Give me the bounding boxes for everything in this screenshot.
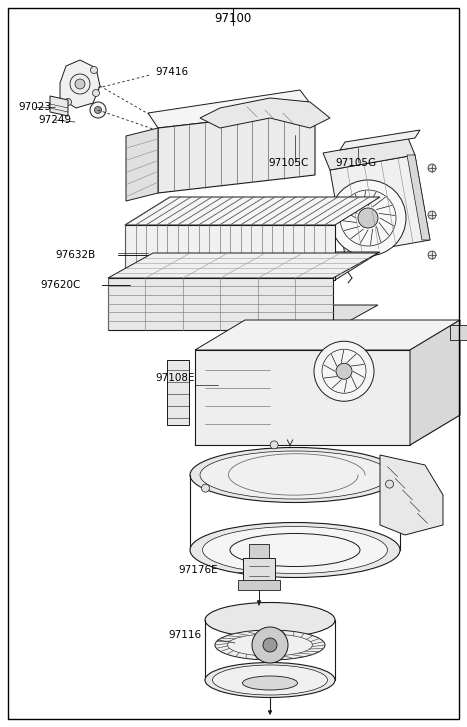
Polygon shape — [195, 320, 460, 350]
Polygon shape — [50, 96, 68, 116]
Circle shape — [75, 79, 85, 89]
Polygon shape — [167, 360, 189, 425]
Ellipse shape — [242, 676, 297, 690]
Text: 97632B: 97632B — [55, 250, 95, 260]
Circle shape — [201, 484, 210, 492]
Polygon shape — [195, 415, 460, 445]
Text: 97176E: 97176E — [178, 565, 218, 575]
Polygon shape — [108, 278, 333, 330]
Ellipse shape — [200, 451, 390, 499]
Ellipse shape — [203, 526, 388, 574]
Circle shape — [386, 480, 394, 488]
Ellipse shape — [190, 448, 400, 502]
Polygon shape — [195, 350, 410, 445]
Ellipse shape — [190, 523, 400, 577]
Polygon shape — [60, 60, 100, 108]
Text: 97108E: 97108E — [155, 373, 194, 383]
Ellipse shape — [212, 665, 327, 695]
Text: 97416: 97416 — [155, 67, 188, 77]
Ellipse shape — [215, 630, 325, 660]
Polygon shape — [200, 98, 330, 128]
Circle shape — [270, 441, 278, 449]
Ellipse shape — [205, 603, 335, 638]
Circle shape — [428, 251, 436, 259]
Polygon shape — [148, 90, 315, 128]
Polygon shape — [125, 197, 380, 225]
Polygon shape — [407, 155, 430, 240]
Text: 97105C: 97105C — [268, 158, 308, 168]
Polygon shape — [380, 455, 443, 535]
Text: 97116: 97116 — [168, 630, 201, 640]
Circle shape — [358, 208, 378, 228]
Circle shape — [92, 89, 99, 97]
Text: 97620C: 97620C — [40, 280, 80, 290]
Circle shape — [428, 164, 436, 172]
Circle shape — [336, 364, 352, 379]
Circle shape — [94, 106, 101, 113]
Text: 97100: 97100 — [214, 12, 252, 25]
Circle shape — [263, 638, 277, 652]
Polygon shape — [340, 130, 420, 150]
Circle shape — [428, 211, 436, 219]
Text: 97105G: 97105G — [335, 158, 376, 168]
Polygon shape — [410, 320, 460, 445]
Text: 97249: 97249 — [38, 115, 71, 125]
Polygon shape — [125, 225, 335, 280]
Polygon shape — [330, 155, 430, 255]
Polygon shape — [108, 305, 378, 330]
Text: 97023: 97023 — [18, 102, 51, 112]
Polygon shape — [323, 138, 415, 170]
Polygon shape — [126, 128, 158, 201]
Circle shape — [91, 66, 98, 73]
Polygon shape — [243, 558, 275, 586]
Circle shape — [252, 627, 288, 663]
Circle shape — [90, 102, 106, 118]
Ellipse shape — [205, 662, 335, 697]
Circle shape — [330, 180, 406, 256]
Circle shape — [64, 98, 71, 105]
Circle shape — [314, 341, 374, 401]
Polygon shape — [158, 110, 315, 193]
Polygon shape — [125, 252, 380, 280]
Polygon shape — [108, 253, 378, 278]
Polygon shape — [238, 580, 280, 590]
Polygon shape — [450, 325, 467, 340]
Polygon shape — [249, 544, 269, 558]
